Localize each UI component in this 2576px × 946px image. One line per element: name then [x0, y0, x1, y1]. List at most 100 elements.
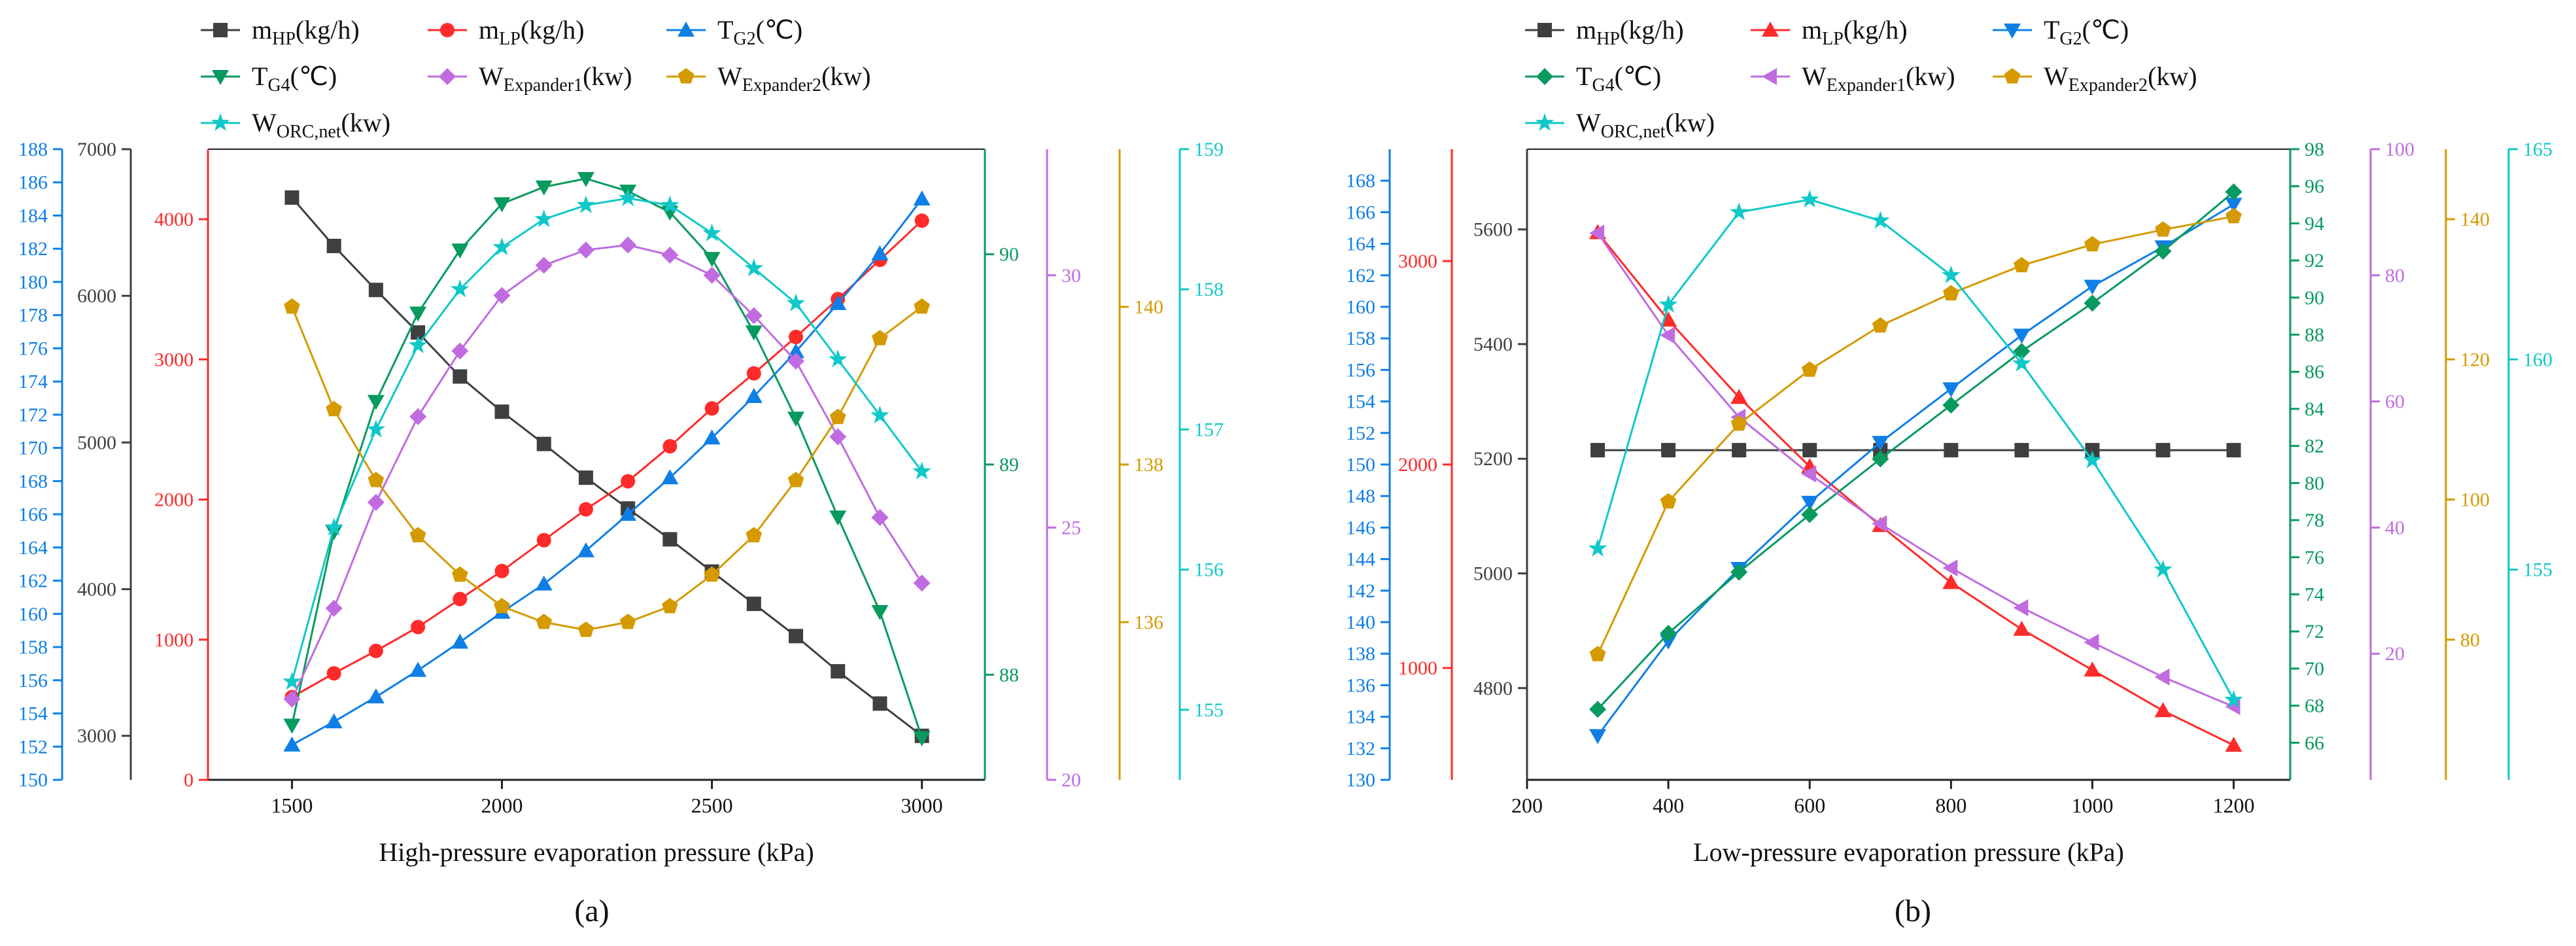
data-point — [325, 599, 343, 617]
data-point — [789, 629, 804, 644]
data-point — [451, 633, 469, 649]
data-point — [325, 713, 343, 729]
data-point — [703, 429, 721, 445]
y-tick-label: 176 — [18, 338, 48, 359]
series-line — [1596, 198, 2235, 701]
legend-label: WExpander2(kw) — [717, 61, 871, 96]
data-point — [1872, 436, 1889, 451]
data-point — [872, 696, 887, 711]
data-point — [913, 731, 931, 746]
y-tick-label: 98 — [2305, 139, 2324, 160]
data-point — [536, 533, 551, 548]
data-point — [2154, 668, 2170, 686]
legend-swatch-marker — [212, 70, 229, 85]
y-tick-label: 4000 — [77, 579, 116, 601]
y-tick-label: 72 — [2305, 621, 2324, 642]
legend-entry: WORC,net(kw) — [1525, 108, 1715, 142]
chart-panel-b: 200 400 600 800 1000 1200 Low-pressure evapora… — [1346, 15, 2552, 928]
legend-swatch-marker — [1762, 68, 1777, 85]
data-point — [2013, 343, 2031, 360]
y-tick-label: 178 — [18, 305, 48, 326]
data-point — [1732, 443, 1747, 458]
data-point — [283, 736, 301, 752]
y-tick-label: 88 — [999, 664, 1019, 686]
y-tick-label: 2000 — [1398, 454, 1437, 476]
legend-label: mLP(kg/h) — [1802, 15, 1908, 49]
x-tick-label: 2500 — [691, 794, 733, 817]
y-tick-label: 158 — [1346, 328, 1375, 349]
y-axis-W_Expander2: 80 100 120 140 — [2445, 149, 2490, 780]
legend-label: TG4(℃) — [1576, 61, 1661, 96]
data-point — [745, 325, 763, 341]
data-point — [1590, 443, 1606, 458]
data-point — [914, 213, 929, 228]
data-point — [578, 502, 593, 517]
legend-entry: WExpander1(kw) — [1751, 61, 1955, 96]
data-point — [1872, 450, 1889, 468]
data-point — [536, 614, 553, 629]
data-point — [702, 223, 721, 241]
data-point — [451, 243, 469, 259]
y-tick-label: 120 — [2460, 349, 2490, 370]
data-point — [1872, 515, 1887, 533]
data-point — [787, 472, 804, 487]
x-tick-label: 800 — [1935, 794, 1966, 817]
y-tick-label: 162 — [18, 570, 48, 592]
series-m_HP — [1590, 443, 2241, 458]
data-point — [1661, 443, 1676, 458]
data-point — [535, 575, 553, 591]
data-point — [2014, 256, 2030, 273]
data-point — [451, 279, 470, 298]
series-line — [291, 220, 923, 698]
data-point — [619, 236, 637, 254]
data-point — [451, 566, 468, 582]
data-point — [367, 688, 385, 704]
data-point — [493, 287, 511, 304]
series-line — [291, 198, 923, 746]
data-point — [661, 469, 679, 485]
y-tick-label: 25 — [1061, 517, 1081, 538]
y-tick-label: 92 — [2305, 250, 2324, 272]
data-point — [870, 406, 889, 424]
legend-entry: mLP(kg/h) — [428, 15, 585, 49]
y-tick-label: 66 — [2305, 732, 2324, 754]
y-tick-label: 138 — [1346, 643, 1375, 665]
data-point — [871, 245, 889, 260]
data-point — [326, 666, 341, 681]
y-tick-label: 130 — [1346, 769, 1375, 791]
data-point — [2155, 221, 2171, 237]
y-tick-label: 155 — [2523, 559, 2552, 581]
legend-entry: mHP(kg/h) — [1525, 15, 1684, 49]
series-W_Expander1 — [283, 236, 931, 708]
y-tick-label: 168 — [18, 470, 48, 492]
y-axis-T_G4: 66 68 70 72 74 76 78 80 82 84 86 88 90 92 94 96 98 — [2289, 139, 2324, 780]
y-tick-label: 136 — [1134, 612, 1163, 633]
data-point — [1589, 646, 1606, 661]
y-tick-label: 94 — [2305, 213, 2324, 234]
data-point — [1942, 559, 1958, 577]
data-point — [1589, 701, 1607, 718]
data-point — [534, 209, 553, 228]
data-point — [704, 566, 720, 582]
y-tick-label: 172 — [18, 404, 48, 426]
y-tick-label: 154 — [18, 703, 48, 725]
data-point — [2014, 443, 2029, 458]
legend-swatch-marker — [1537, 23, 1552, 37]
legend: mHP(kg/h) mLP(kg/h) TG2(℃) TG4(℃) WExpander1… — [201, 15, 871, 142]
legend-entry: WExpander2(kw) — [666, 61, 871, 96]
data-point — [366, 419, 386, 438]
x-tick-label: 1000 — [2071, 794, 2113, 817]
legend-entry: mLP(kg/h) — [1751, 15, 1908, 49]
data-point — [1802, 443, 1817, 458]
data-point — [2225, 737, 2242, 752]
y-tick-label: 20 — [2385, 643, 2405, 665]
data-point — [451, 342, 469, 360]
data-point — [787, 343, 805, 359]
data-point — [2013, 620, 2031, 636]
data-point — [284, 298, 300, 314]
data-point — [536, 436, 551, 451]
series-line — [290, 177, 923, 739]
data-point — [744, 258, 764, 277]
data-point — [914, 298, 930, 314]
data-point — [746, 527, 763, 542]
